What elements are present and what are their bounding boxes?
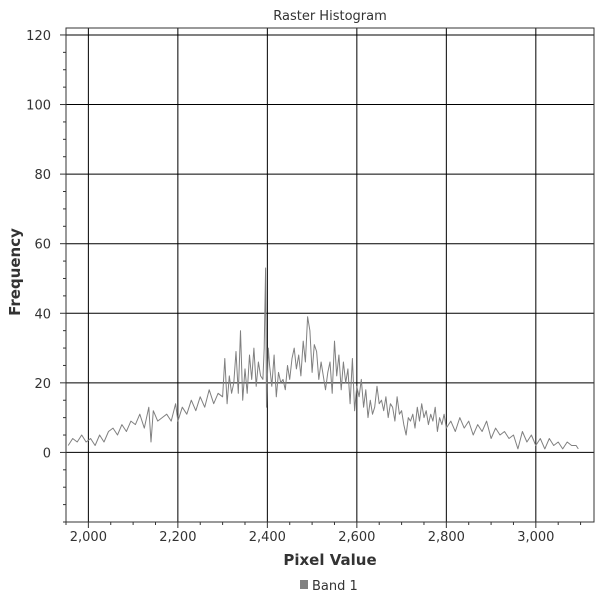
legend: Band 1 bbox=[300, 579, 358, 594]
y-axis-label: Frequency bbox=[6, 228, 24, 316]
y-tick-label: 120 bbox=[26, 29, 51, 44]
x-tick-label: 3,000 bbox=[517, 530, 554, 545]
plot-area bbox=[65, 27, 595, 523]
x-tick-label: 2,400 bbox=[249, 530, 286, 545]
legend-label-band-1: Band 1 bbox=[312, 579, 358, 594]
series-line-band-1 bbox=[67, 267, 579, 450]
y-tick-label: 80 bbox=[34, 168, 51, 183]
y-tick-label: 40 bbox=[34, 307, 51, 322]
x-tick-label: 2,600 bbox=[338, 530, 375, 545]
y-tick-label: 60 bbox=[34, 238, 51, 253]
axis-ticks: 2,000 2,200 2,400 2,600 2,800 3,000 0 20 40 60 80 1… bbox=[26, 29, 582, 545]
x-tick-label: 2,800 bbox=[428, 530, 465, 545]
series-layer bbox=[67, 267, 579, 450]
legend-swatch-band-1 bbox=[300, 580, 308, 589]
chart-title: Raster Histogram bbox=[273, 9, 387, 24]
x-axis-label: Pixel Value bbox=[283, 551, 376, 569]
grid-lines bbox=[66, 28, 594, 522]
y-tick-label: 20 bbox=[34, 377, 51, 392]
x-tick-label: 2,200 bbox=[159, 530, 196, 545]
y-tick-label: 0 bbox=[43, 446, 51, 461]
x-tick-label: 2,000 bbox=[70, 530, 107, 545]
y-tick-label: 100 bbox=[26, 99, 51, 114]
